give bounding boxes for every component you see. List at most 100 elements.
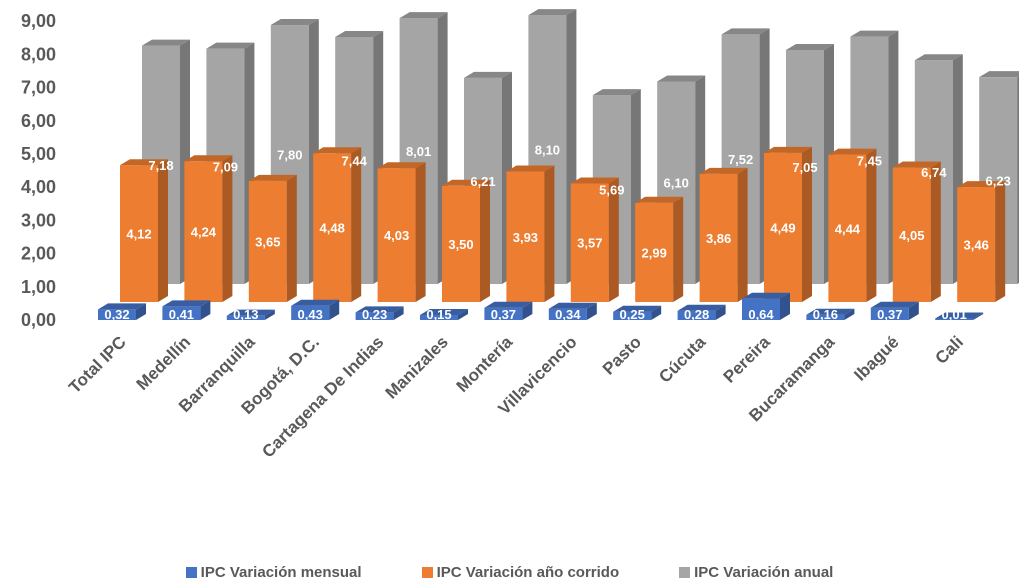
legend-item-anual: IPC Variación anual [679,564,833,581]
bar-top [206,42,255,49]
data-label: 6,23 [986,174,1011,189]
bar-0-11 [806,308,855,320]
bar-side [908,301,919,320]
bar-1-4 [377,162,426,302]
x-tick-label: Manizales [382,332,452,402]
data-label: 0,13 [233,307,258,322]
y-tick-label: 5,00 [21,144,56,164]
bar-top [120,159,168,166]
bar-0-0 [98,303,146,320]
bar-side [264,309,275,320]
data-label: 0,64 [748,307,774,322]
data-label: 2,99 [642,245,667,260]
data-label: 7,45 [857,153,882,168]
bar-top [528,9,577,16]
y-tick-label: 3,00 [21,210,56,230]
chart: 0,00 1,00 2,00 3,00 4,00 5,00 6,00 7,00 8,00 9,00… [21,9,1019,461]
data-label: 4,49 [770,220,795,235]
y-tick-label: 1,00 [21,277,56,297]
x-tick-label: Medellín [133,332,195,394]
bar-side [737,167,748,302]
bar-front [120,165,158,302]
bar-0-4 [355,306,404,320]
x-tick-label: Pasto [599,332,645,378]
bar-front [699,173,738,302]
bar-top [484,301,533,308]
legend-swatch-anual [679,566,691,578]
bar-top [98,303,146,310]
data-label: 0,43 [298,307,323,322]
data-label: 3,46 [964,238,989,253]
data-label: 4,05 [899,228,924,243]
bar-side [715,304,726,320]
data-labels-layer: 7,18 7,09 7,80 7,44 8,01 6,21 8,10 5,69 6,10 7,52… [104,143,1011,322]
bar-0-2 [226,309,275,320]
data-label: 0,23 [362,307,387,322]
bar-top [313,147,362,154]
bars-layer [98,9,1019,320]
bar-top [355,306,404,313]
data-label: 7,18 [148,158,173,173]
data-label: 4,12 [126,227,151,242]
data-label: 0,28 [684,307,709,322]
bar-front [870,307,909,320]
bar-side [415,162,426,302]
data-label: 0,16 [813,307,838,322]
bar-front [377,168,416,302]
bar-side [651,305,662,320]
bar-top [335,30,384,37]
bar-front [226,315,265,320]
bar-1-11 [828,148,877,302]
bar-front [484,307,523,320]
bar-side [608,177,619,302]
bar-front [677,310,716,320]
bar-1-13 [957,181,1006,302]
data-label: 3,50 [448,237,473,252]
data-label: 7,05 [792,160,817,175]
bar-0-10 [742,292,790,320]
bar-top [635,196,684,203]
legend-item-ano-corrido: IPC Variación año corrido [421,563,620,581]
bar-top [657,75,706,82]
bar-0-7 [548,302,597,320]
bar-top [613,305,662,312]
bar-side [866,148,877,302]
data-label: 6,74 [921,165,947,180]
bar-1-6 [506,165,555,302]
bar-0-5 [420,309,468,320]
data-label: 7,80 [277,148,302,163]
bar-front [248,180,287,302]
bar-1-9 [699,167,748,302]
data-label: 4,03 [384,228,409,243]
bar-1-8 [635,196,684,302]
bar-front [313,153,352,302]
x-tick-label: Ibagué [850,332,902,384]
bar-1-7 [570,177,619,302]
bar-1-12 [892,161,941,302]
bar-top [592,89,641,96]
data-label: 8,10 [535,143,560,158]
bar-front [506,171,545,302]
bar-front [570,183,609,302]
bar-side [458,309,468,320]
bar-side [222,155,233,302]
bar-1-1 [184,155,233,302]
bar-top [742,292,790,299]
bar-front [420,315,458,320]
data-label: 4,24 [191,225,217,240]
bar-top [806,308,855,315]
x-tick-label: Cartagena De Indias [258,332,387,461]
legend-label-ano-corrido: IPC Variación año corrido [436,563,620,581]
bar-top [979,71,1019,78]
legend-label-mensual: IPC Variación mensual [200,563,362,581]
legend-item-mensual: IPC Variación mensual [185,563,362,581]
bar-0-3 [291,299,340,320]
bar-side [200,300,211,320]
bar-front [764,152,802,302]
bar-side [586,302,597,320]
y-tick-label: 4,00 [21,177,56,197]
bar-front [442,185,480,302]
bar-side [995,181,1006,302]
bar-front [635,202,674,302]
data-label: 0,25 [620,307,645,322]
